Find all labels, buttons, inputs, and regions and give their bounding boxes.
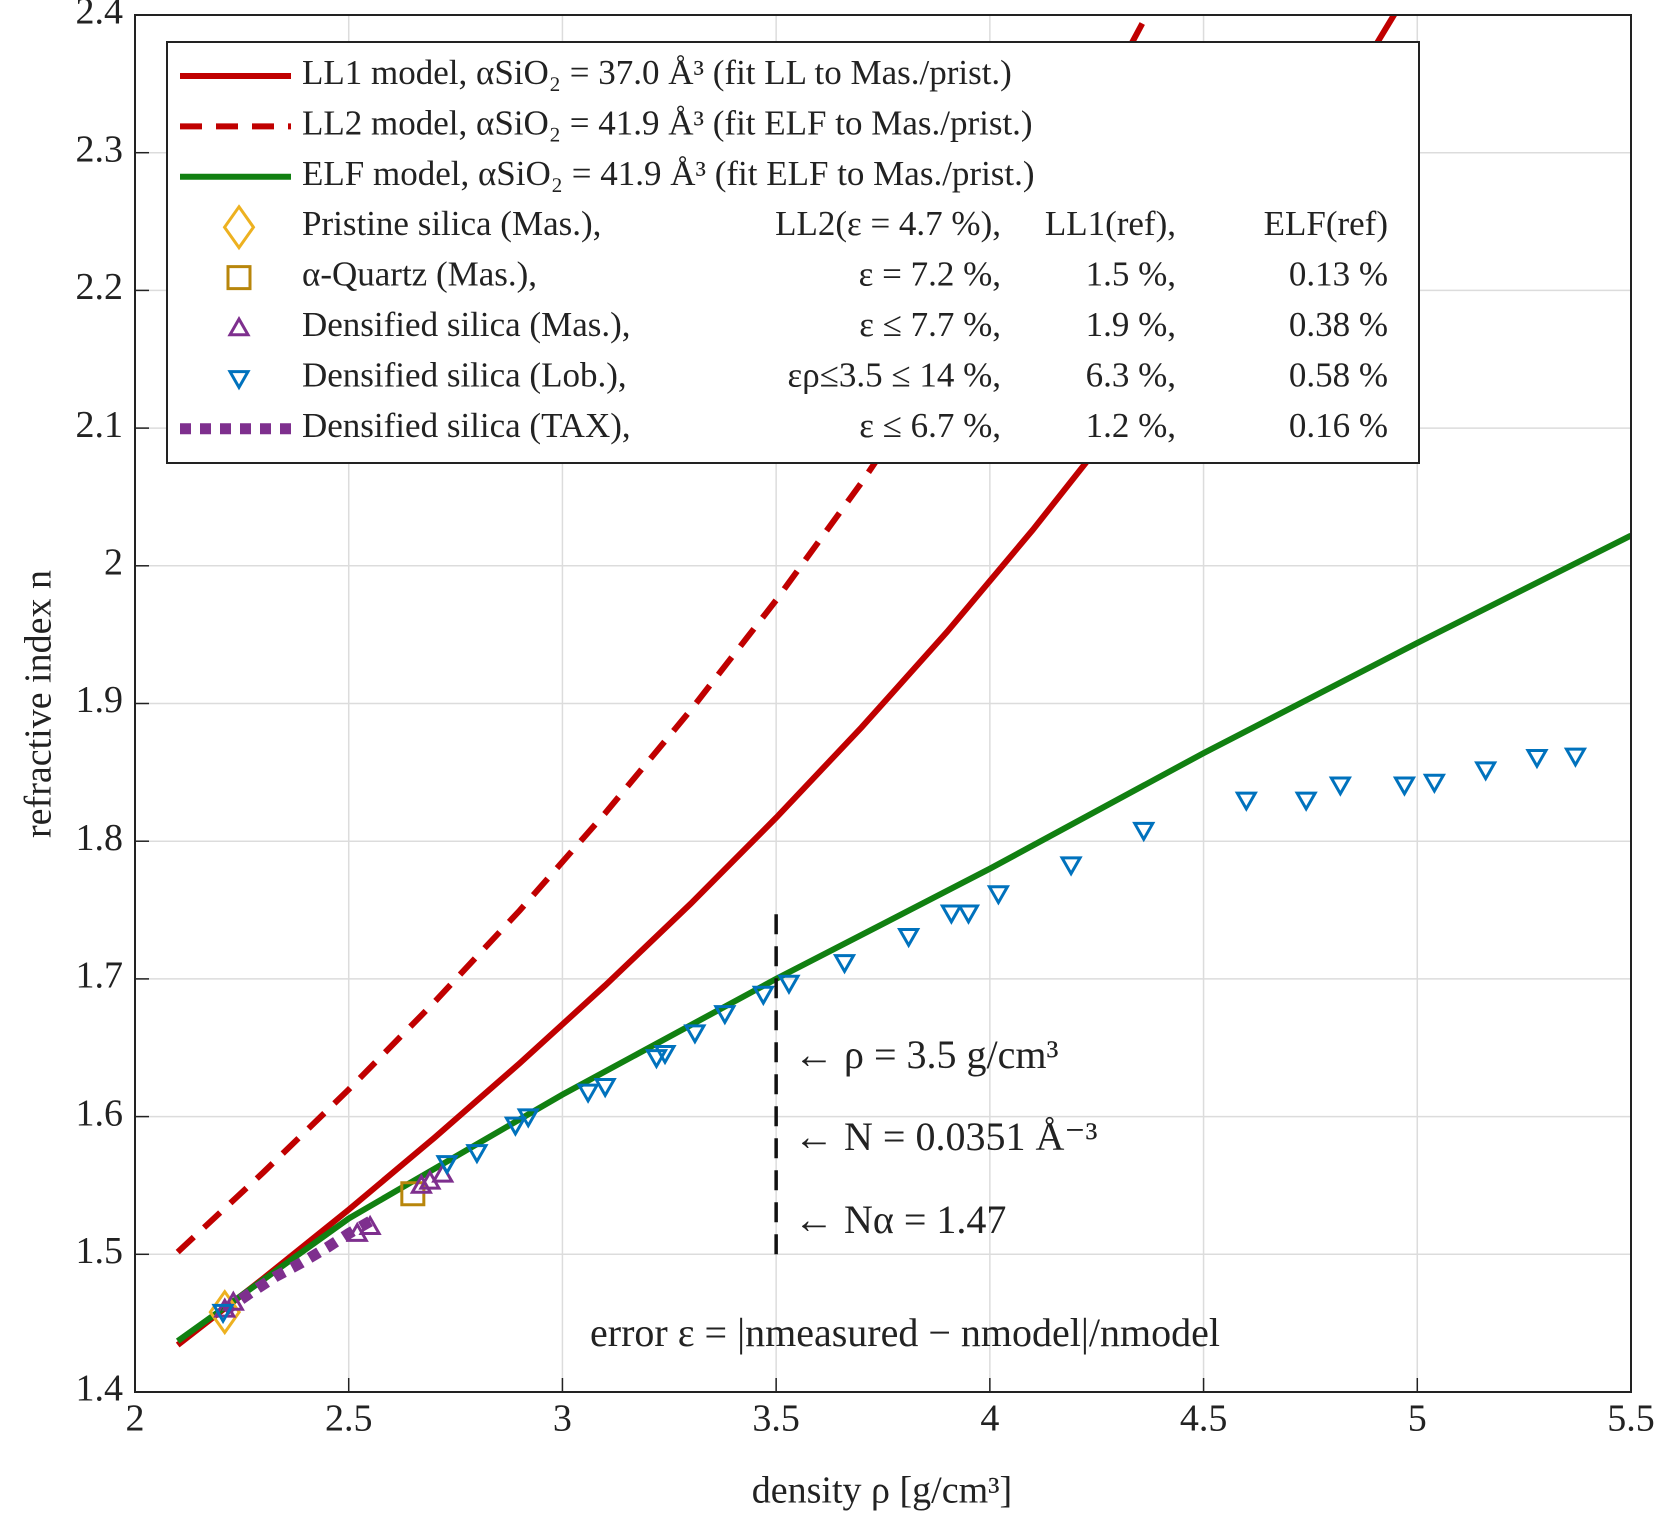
y-tick-label: 1.4	[76, 1368, 124, 1410]
legend-marker	[227, 370, 251, 391]
marker	[832, 954, 857, 975]
marker	[1563, 747, 1588, 768]
legend-error: LL1(ref),	[1045, 204, 1176, 243]
legend-error: LL2(ε = 4.7 %),	[775, 204, 1001, 243]
y-tick-label: 2.3	[76, 128, 124, 170]
legend-error: ε ≤ 7.7 %,	[859, 305, 1001, 344]
legend-error: 6.3 %,	[1086, 355, 1176, 394]
legend-error: 0.38 %	[1289, 305, 1388, 344]
x-tick-label: 3	[553, 1398, 572, 1440]
y-tick-label: 1.8	[76, 817, 124, 859]
series-line	[221, 1216, 373, 1316]
axes-frame	[134, 14, 1632, 1393]
legend-label: Densified silica (Mas.),	[302, 305, 631, 344]
legend-label: α-Quartz (Mas.),	[302, 255, 537, 294]
marker	[683, 1024, 707, 1045]
marker	[1328, 776, 1352, 797]
x-tick-label: 4	[980, 1398, 999, 1440]
marker	[465, 1144, 489, 1165]
x-tick-label: 5.5	[1607, 1398, 1655, 1440]
x-tick-label: 2.5	[325, 1398, 373, 1440]
x-tick-label: 5	[1408, 1398, 1427, 1440]
y-tick-label: 2.2	[76, 266, 124, 308]
x-tick-label: 3.5	[752, 1398, 800, 1440]
y-tick-label: 2.4	[76, 0, 124, 33]
legend-error: 0.13 %	[1289, 255, 1388, 294]
marker	[1059, 856, 1083, 877]
marker	[516, 1108, 540, 1129]
legend-error: ε = 7.2 %,	[859, 255, 1001, 294]
y-tick-label: 2	[104, 542, 123, 584]
annotation: ← ρ = 3.5 g/cm³	[794, 1032, 1059, 1077]
marker	[221, 1290, 245, 1311]
marker	[593, 1078, 617, 1099]
marker	[644, 1049, 669, 1070]
legend-error: 0.16 %	[1289, 406, 1388, 445]
legend-marker	[226, 265, 252, 291]
marker	[576, 1083, 600, 1104]
legend-error: ε ≤ 6.7 %,	[859, 406, 1001, 445]
legend-error: 1.5 %,	[1086, 255, 1176, 294]
marker	[1132, 821, 1156, 843]
y-tick-label: 1.5	[76, 1230, 124, 1272]
marker	[713, 1005, 737, 1026]
y-tick-label: 1.9	[76, 679, 124, 721]
legend-label: ELF model, αSiO₂ = 41.9 Å³ (fit ELF to M…	[302, 154, 1035, 193]
legend-error: 1.9 %,	[1086, 305, 1176, 344]
legend-box	[166, 41, 1420, 464]
marker	[211, 1303, 235, 1325]
marker	[751, 985, 775, 1007]
legend-error: 0.58 %	[1289, 355, 1388, 394]
legend-marker	[227, 315, 251, 337]
marker	[1474, 761, 1498, 782]
marker	[503, 1116, 527, 1137]
marker	[777, 974, 801, 996]
legend-label: Pristine silica (Mas.),	[302, 204, 601, 243]
y-tick-label: 2.1	[76, 404, 124, 446]
marker	[1525, 748, 1549, 770]
y-tick-label: 1.7	[76, 955, 124, 997]
x-axis-label: density ρ [g/cm³]	[752, 1470, 1012, 1512]
y-axis-label: refractive index n	[18, 570, 60, 838]
marker	[358, 1214, 382, 1236]
marker	[409, 1173, 433, 1194]
series-line	[175, 532, 1631, 1344]
legend-marker	[222, 204, 256, 251]
marker	[956, 904, 981, 925]
annotation: ← N = 0.0351 Å⁻³	[794, 1114, 1097, 1159]
marker	[653, 1045, 677, 1066]
legend-error: ELF(ref)	[1264, 204, 1388, 243]
legend-label: LL1 model, αSiO₂ = 37.0 Å³ (fit LL to Ma…	[302, 53, 1012, 92]
legend-label: Densified silica (Lob.),	[302, 355, 627, 394]
marker	[435, 1155, 459, 1176]
legend-label: LL2 model, αSiO₂ = 41.9 Å³ (fit ELF to M…	[302, 103, 1033, 142]
marker	[1422, 773, 1446, 795]
legend-error: 1.2 %,	[1086, 406, 1176, 445]
marker	[1234, 791, 1258, 812]
marker	[986, 885, 1010, 906]
x-tick-label: 4.5	[1180, 1398, 1228, 1440]
marker	[897, 927, 921, 949]
annotation: ← Nα = 1.47	[794, 1197, 1006, 1242]
y-tick-label: 1.6	[76, 1092, 124, 1134]
marker	[1392, 776, 1417, 797]
annotation: error ε = |nmeasured − nmodel|/nmodel	[590, 1310, 1220, 1355]
x-tick-label: 2	[126, 1398, 145, 1440]
legend-error: ερ≤3.5 ≤ 14 %,	[788, 355, 1002, 394]
marker	[1294, 791, 1318, 812]
marker	[939, 904, 963, 925]
legend-label: Densified silica (TAX),	[302, 406, 631, 445]
